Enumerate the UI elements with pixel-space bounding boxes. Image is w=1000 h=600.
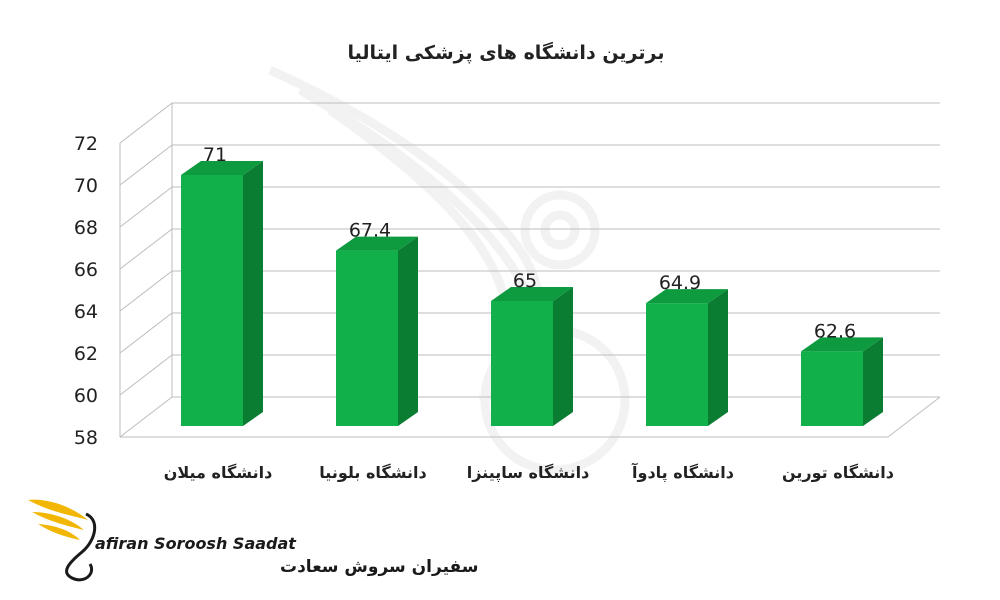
y-tick-label: 70 — [74, 175, 98, 197]
bars — [181, 161, 883, 426]
brand-name-fa: سفیران سروش سعادت — [280, 557, 478, 577]
category-label: دانشگاه پادوآ — [631, 462, 734, 483]
data-labels: 71 67.4 65 64.9 62.6 — [203, 144, 856, 342]
gridline — [119, 102, 940, 144]
category-labels: دانشگاه میلان دانشگاه بلونیا دانشگاه ساپین… — [164, 462, 894, 483]
brand-logo: afiran Soroosh Saadat سفیران سروش سعادت — [28, 499, 478, 582]
bar-side — [243, 161, 263, 426]
y-tick-label: 64 — [74, 301, 98, 323]
bar — [181, 161, 263, 426]
category-label: دانشگاه بلونیا — [319, 463, 426, 482]
wing-icon — [28, 499, 97, 582]
y-tick-label: 60 — [74, 385, 98, 407]
y-tick-label: 66 — [74, 259, 98, 281]
data-label: 62.6 — [814, 320, 856, 342]
bar-front — [491, 301, 553, 426]
bar — [646, 289, 728, 426]
bar-front — [646, 303, 708, 426]
bar-front — [336, 250, 398, 426]
bar-front — [181, 175, 243, 426]
y-tick-label: 68 — [74, 217, 98, 239]
data-label: 65 — [513, 270, 537, 292]
bar-front — [801, 351, 863, 426]
bar — [801, 337, 883, 426]
bar-side — [398, 236, 418, 426]
data-label: 71 — [203, 144, 227, 166]
y-tick-label: 62 — [74, 343, 98, 365]
bar-top — [646, 289, 728, 304]
category-label: دانشگاه میلان — [164, 463, 273, 482]
bar-side — [708, 289, 728, 426]
bar — [336, 236, 418, 426]
category-label: دانشگاه تورین — [782, 463, 894, 482]
y-tick-label: 72 — [74, 133, 98, 155]
bar-side — [863, 337, 883, 426]
bar-top — [491, 287, 573, 301]
brand-name-en: afiran Soroosh Saadat — [95, 534, 297, 553]
bar-top — [336, 236, 418, 251]
data-label: 67.4 — [349, 220, 391, 242]
floor-right-edge — [887, 396, 941, 438]
bar-top — [181, 161, 263, 175]
y-tick-label: 58 — [74, 427, 98, 449]
chart-title: برترین دانشگاه های پزشکی ایتالیا — [348, 41, 665, 64]
bar-top — [801, 337, 883, 352]
bar — [491, 287, 573, 426]
y-axis-ticks: 58 60 62 64 66 68 70 72 — [74, 133, 98, 449]
category-label: دانشگاه ساپینزا — [467, 463, 590, 483]
bar-side — [553, 287, 573, 426]
data-label: 64.9 — [659, 272, 701, 294]
